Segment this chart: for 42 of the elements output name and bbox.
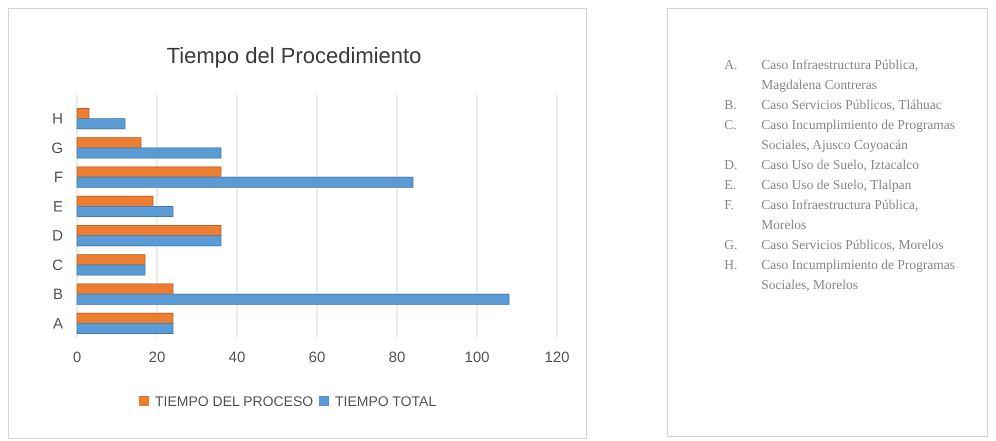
y-tick-label: B	[52, 286, 63, 304]
bar	[76, 312, 174, 324]
x-tick-label: 120	[544, 349, 570, 366]
text: E. Caso Uso de Suelo, Tlalpan	[724, 177, 912, 192]
x-tick-label: 40	[228, 349, 246, 366]
text: B. Caso Servicios Públicos, Tláhuac	[724, 97, 942, 112]
x-tick-label: 20	[148, 349, 166, 366]
bar	[76, 254, 146, 266]
bar	[76, 224, 222, 236]
bar	[76, 206, 174, 218]
y-tick-label: G	[51, 140, 63, 157]
legend-label: TIEMPO DEL PROCESO	[155, 393, 314, 409]
bar	[76, 118, 126, 130]
x-tick-label: 60	[308, 349, 326, 366]
x-tick-label: 80	[388, 349, 406, 366]
x-tick-label: 0	[72, 349, 82, 366]
bar	[76, 147, 222, 159]
bar	[76, 283, 174, 295]
bar	[76, 294, 510, 305]
bar	[76, 108, 90, 120]
y-tick-label: D	[52, 228, 64, 245]
text: G. Caso Servicios Públicos, Morelos	[724, 237, 944, 252]
text: F. Caso Infraestructura Pública, Morelos	[724, 197, 918, 232]
y-tick-label: H	[52, 110, 63, 128]
bar	[76, 176, 414, 188]
bar	[76, 137, 142, 148]
y-tick-label: C	[52, 256, 64, 274]
bar	[76, 166, 222, 178]
chart-title: Tiempo del Procedimiento	[166, 43, 422, 68]
bar	[76, 264, 146, 276]
text: H. Caso Incumplimiento de Programas Sociales, Morelos	[724, 257, 956, 292]
bar	[76, 322, 174, 334]
y-tick-label: A	[52, 315, 63, 332]
text: A. Caso Infraestructura Pública, Magdalena Contreras	[724, 57, 918, 92]
text: D. Caso Uso de Suelo, Iztacalco	[724, 157, 920, 172]
text: C. Caso Incumplimiento de Programas Sociales, Ajusco Coyoacán	[724, 117, 956, 152]
bar	[76, 235, 222, 246]
bar	[76, 196, 154, 207]
x-tick-label: 100	[464, 349, 490, 366]
y-tick-label: F	[54, 169, 63, 186]
y-tick-label: E	[52, 198, 63, 216]
legend-label: TIEMPO TOTAL	[335, 393, 436, 409]
